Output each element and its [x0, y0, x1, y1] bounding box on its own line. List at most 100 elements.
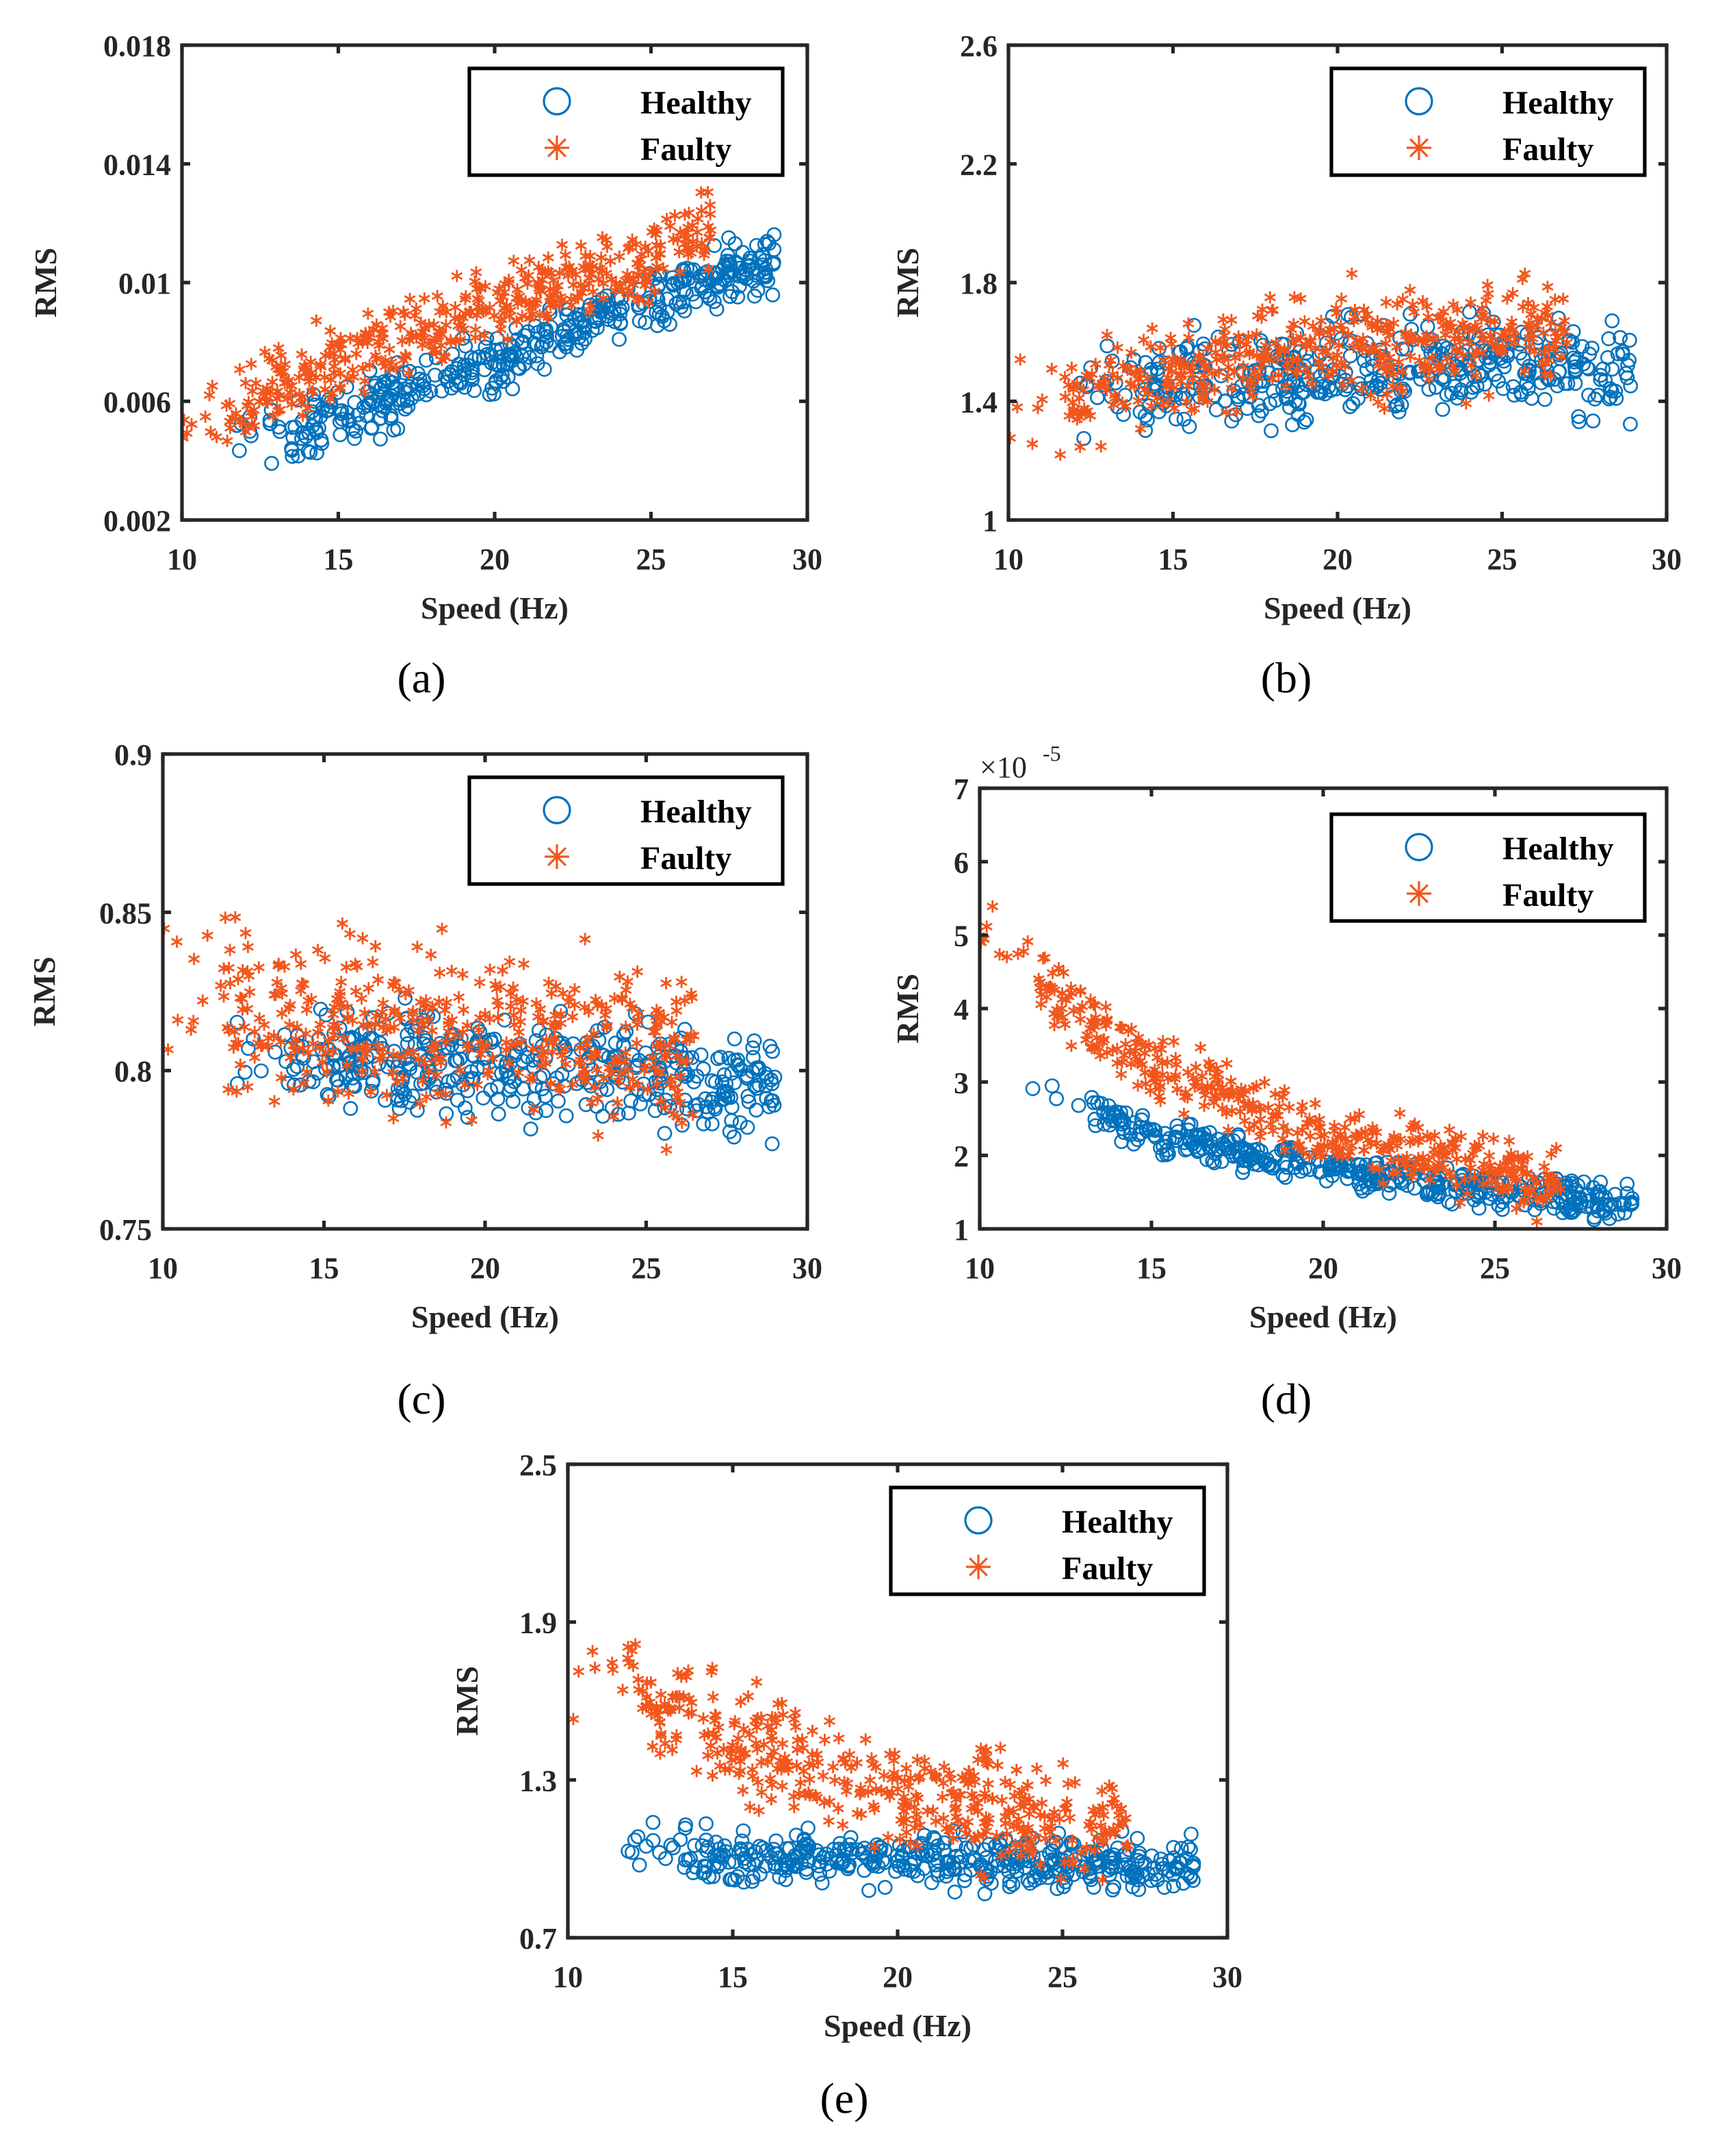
faulty-point [649, 285, 661, 298]
faulty-point [278, 376, 291, 389]
faulty-point [426, 1000, 439, 1013]
faulty-point [1496, 329, 1508, 342]
faulty-point [266, 354, 278, 367]
faulty-point [1413, 1132, 1426, 1145]
faulty-point [573, 1665, 585, 1678]
faulty-point [660, 1143, 673, 1156]
faulty-point [1151, 391, 1163, 404]
faulty-point [380, 1013, 392, 1026]
faulty-point [242, 420, 255, 433]
healthy-point [930, 1863, 946, 1879]
faulty-point [751, 1676, 763, 1689]
faulty-point [1115, 1021, 1128, 1034]
healthy-point [612, 307, 628, 322]
healthy-point [458, 338, 473, 354]
healthy-point [1602, 381, 1618, 397]
faulty-point [772, 1698, 784, 1711]
faulty-point [654, 1747, 666, 1760]
healthy-point [361, 398, 376, 413]
faulty-point [510, 315, 523, 328]
faulty-point [1234, 1105, 1247, 1118]
faulty-point [1517, 300, 1529, 313]
faulty-point [400, 350, 413, 363]
faulty-point [508, 255, 520, 268]
faulty-point [1450, 346, 1463, 359]
faulty-point [950, 1801, 963, 1814]
faulty-point [418, 292, 430, 305]
faulty-point [1339, 1121, 1351, 1134]
faulty-point [968, 1801, 980, 1814]
faulty-point [594, 262, 606, 275]
healthy-point [621, 1843, 636, 1859]
faulty-point [653, 1716, 666, 1729]
healthy-point [1431, 1180, 1446, 1195]
faulty-point [547, 274, 560, 287]
faulty-point [868, 1841, 881, 1854]
faulty-point [1245, 374, 1258, 387]
healthy-point [748, 1102, 764, 1118]
healthy-point [1020, 1873, 1036, 1888]
faulty-point [363, 982, 375, 995]
healthy-point [1180, 1839, 1196, 1855]
legend-label-healthy: Healthy [1502, 85, 1614, 121]
healthy-point [1148, 1867, 1164, 1882]
healthy-point [1086, 1095, 1102, 1111]
faulty-point [695, 186, 707, 199]
faulty-point [279, 358, 291, 371]
healthy-point [926, 1830, 941, 1845]
faulty-point [1561, 336, 1574, 349]
faulty-point [1328, 1119, 1340, 1132]
faulty-point [1056, 1011, 1069, 1024]
y-tick-label: 1.9 [519, 1607, 557, 1640]
plot-points [980, 900, 1640, 1228]
faulty-point [642, 1083, 654, 1096]
faulty-point [744, 1728, 756, 1741]
faulty-point [838, 1776, 850, 1789]
faulty-point [1107, 398, 1120, 411]
healthy-point [380, 1059, 395, 1075]
legend: Healthy Faulty [1329, 66, 1647, 177]
chart-panel-e: 10 15 20 25 30 0.7 1.3 1.9 2.5 Speed (Hz) RMS Healt… [449, 1449, 1242, 2122]
faulty-point [302, 994, 315, 1007]
x-tick-label: 20 [480, 543, 510, 576]
plot-points [568, 1638, 1201, 1901]
faulty-point [1084, 993, 1097, 1006]
faulty-point [832, 1802, 844, 1815]
faulty-point [1468, 349, 1481, 362]
faulty-point [399, 308, 411, 321]
series-healthy [621, 1815, 1201, 1901]
healthy-point [272, 424, 287, 439]
faulty-point [1381, 388, 1393, 401]
faulty-point [454, 333, 467, 346]
faulty-point [1348, 1113, 1361, 1126]
faulty-point [996, 1794, 1008, 1807]
faulty-point [430, 1037, 442, 1050]
faulty-point [1392, 1153, 1405, 1166]
healthy-point [346, 1031, 362, 1046]
faulty-point [883, 1790, 896, 1803]
healthy-point [1197, 1126, 1212, 1142]
faulty-point [1424, 1173, 1436, 1186]
healthy-point [285, 449, 300, 464]
faulty-point [573, 1041, 586, 1054]
faulty-point [295, 395, 308, 408]
faulty-point [660, 1050, 673, 1063]
faulty-point [395, 1051, 408, 1064]
healthy-point [829, 1848, 844, 1863]
healthy-point [253, 1063, 269, 1079]
faulty-point [451, 270, 463, 283]
faulty-point [301, 1065, 313, 1078]
healthy-point [1294, 385, 1309, 400]
faulty-point [1293, 1138, 1305, 1151]
faulty-point [1264, 1117, 1277, 1130]
x-tick-label: 20 [883, 1960, 913, 1994]
faulty-point [1239, 1084, 1251, 1097]
faulty-point [954, 1788, 966, 1801]
faulty-point [425, 948, 437, 961]
faulty-point [210, 430, 222, 443]
faulty-point [298, 359, 311, 372]
healthy-point [538, 1103, 553, 1118]
y-tick-label: 0.75 [99, 1213, 152, 1247]
faulty-point [765, 1793, 777, 1806]
faulty-point [270, 988, 282, 1001]
